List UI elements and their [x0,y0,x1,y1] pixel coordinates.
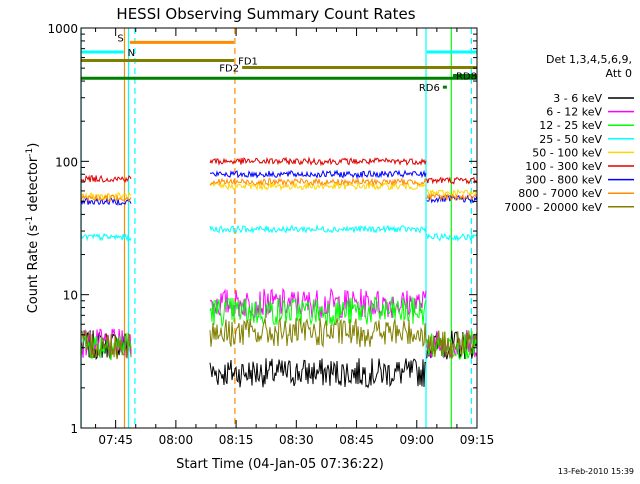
series-line [80,174,132,184]
flag-label: S [117,33,123,44]
y-axis-label-sup1: -1 [25,216,35,225]
x-tick-label: 08:00 [159,433,194,447]
legend-header-1: Det 1,3,4,5,6,9, [546,53,632,66]
series-line [426,188,478,197]
legend-label: 100 - 300 keV [525,160,602,173]
series-line [209,296,427,328]
series-line [209,156,427,167]
series-line [209,358,427,389]
legend-label: 50 - 100 keV [532,146,602,159]
series-line [426,232,478,242]
flag-label: N [128,48,135,59]
chart-title: HESSI Observing Summary Count Rates [116,5,415,23]
y-tick-label: 100 [55,155,78,169]
series-line [80,332,132,360]
y-axis-label-part1: Count Rate (s [26,225,41,314]
legend-header-2: Att 0 [606,67,632,80]
legend-label: 800 - 7000 keV [518,187,602,200]
flag-label: FD2 [219,64,239,75]
y-axis-label-part2: detector [26,156,41,216]
y-tick-label: 1 [70,422,78,436]
axes: 1 10 100 1000 07:45 08:00 08:15 08:30 08:45 09:00… [47,22,494,447]
series-line [209,317,427,348]
y-tick-label: 10 [63,289,78,303]
series-line [80,232,132,243]
flag-label: RD8 [456,72,477,83]
series-line [426,176,478,185]
legend-label: 7000 - 20000 keV [504,201,602,214]
series-line [80,330,132,360]
timestamp: 13-Feb-2010 15:39 [558,467,634,476]
legend-label: 6 - 12 keV [546,106,602,119]
series-line [80,197,132,206]
series-line [80,193,132,203]
legend-label: 25 - 50 keV [539,133,602,146]
flag-label: RD6 [419,83,440,94]
x-tick-label: 09:00 [399,433,434,447]
x-tick-label: 08:15 [219,433,254,447]
plot-frame [80,27,478,429]
flag-label: FD1 [238,57,258,68]
series-line [426,330,478,359]
y-axis-label-part3: ) [26,143,41,148]
y-axis-label: Count Rate (s-1 detector-1) [25,143,41,314]
x-tick-label: 09:15 [460,433,495,447]
legend-label: 12 - 25 keV [539,119,602,132]
y-tick-label: 1000 [47,22,78,36]
x-tick-label: 08:45 [339,433,374,447]
x-axis-label: Start Time (04-Jan-05 07:36:22) [176,457,384,472]
series-line [426,192,478,202]
x-tick-label: 07:45 [98,433,133,447]
series-line [209,224,427,235]
legend-label: 3 - 6 keV [553,92,602,105]
legend-label: 300 - 800 keV [525,174,602,187]
x-tick-label: 08:30 [279,433,314,447]
y-axis-label-sup2: -1 [25,148,35,157]
series-line [209,169,427,180]
series-line [209,176,427,188]
